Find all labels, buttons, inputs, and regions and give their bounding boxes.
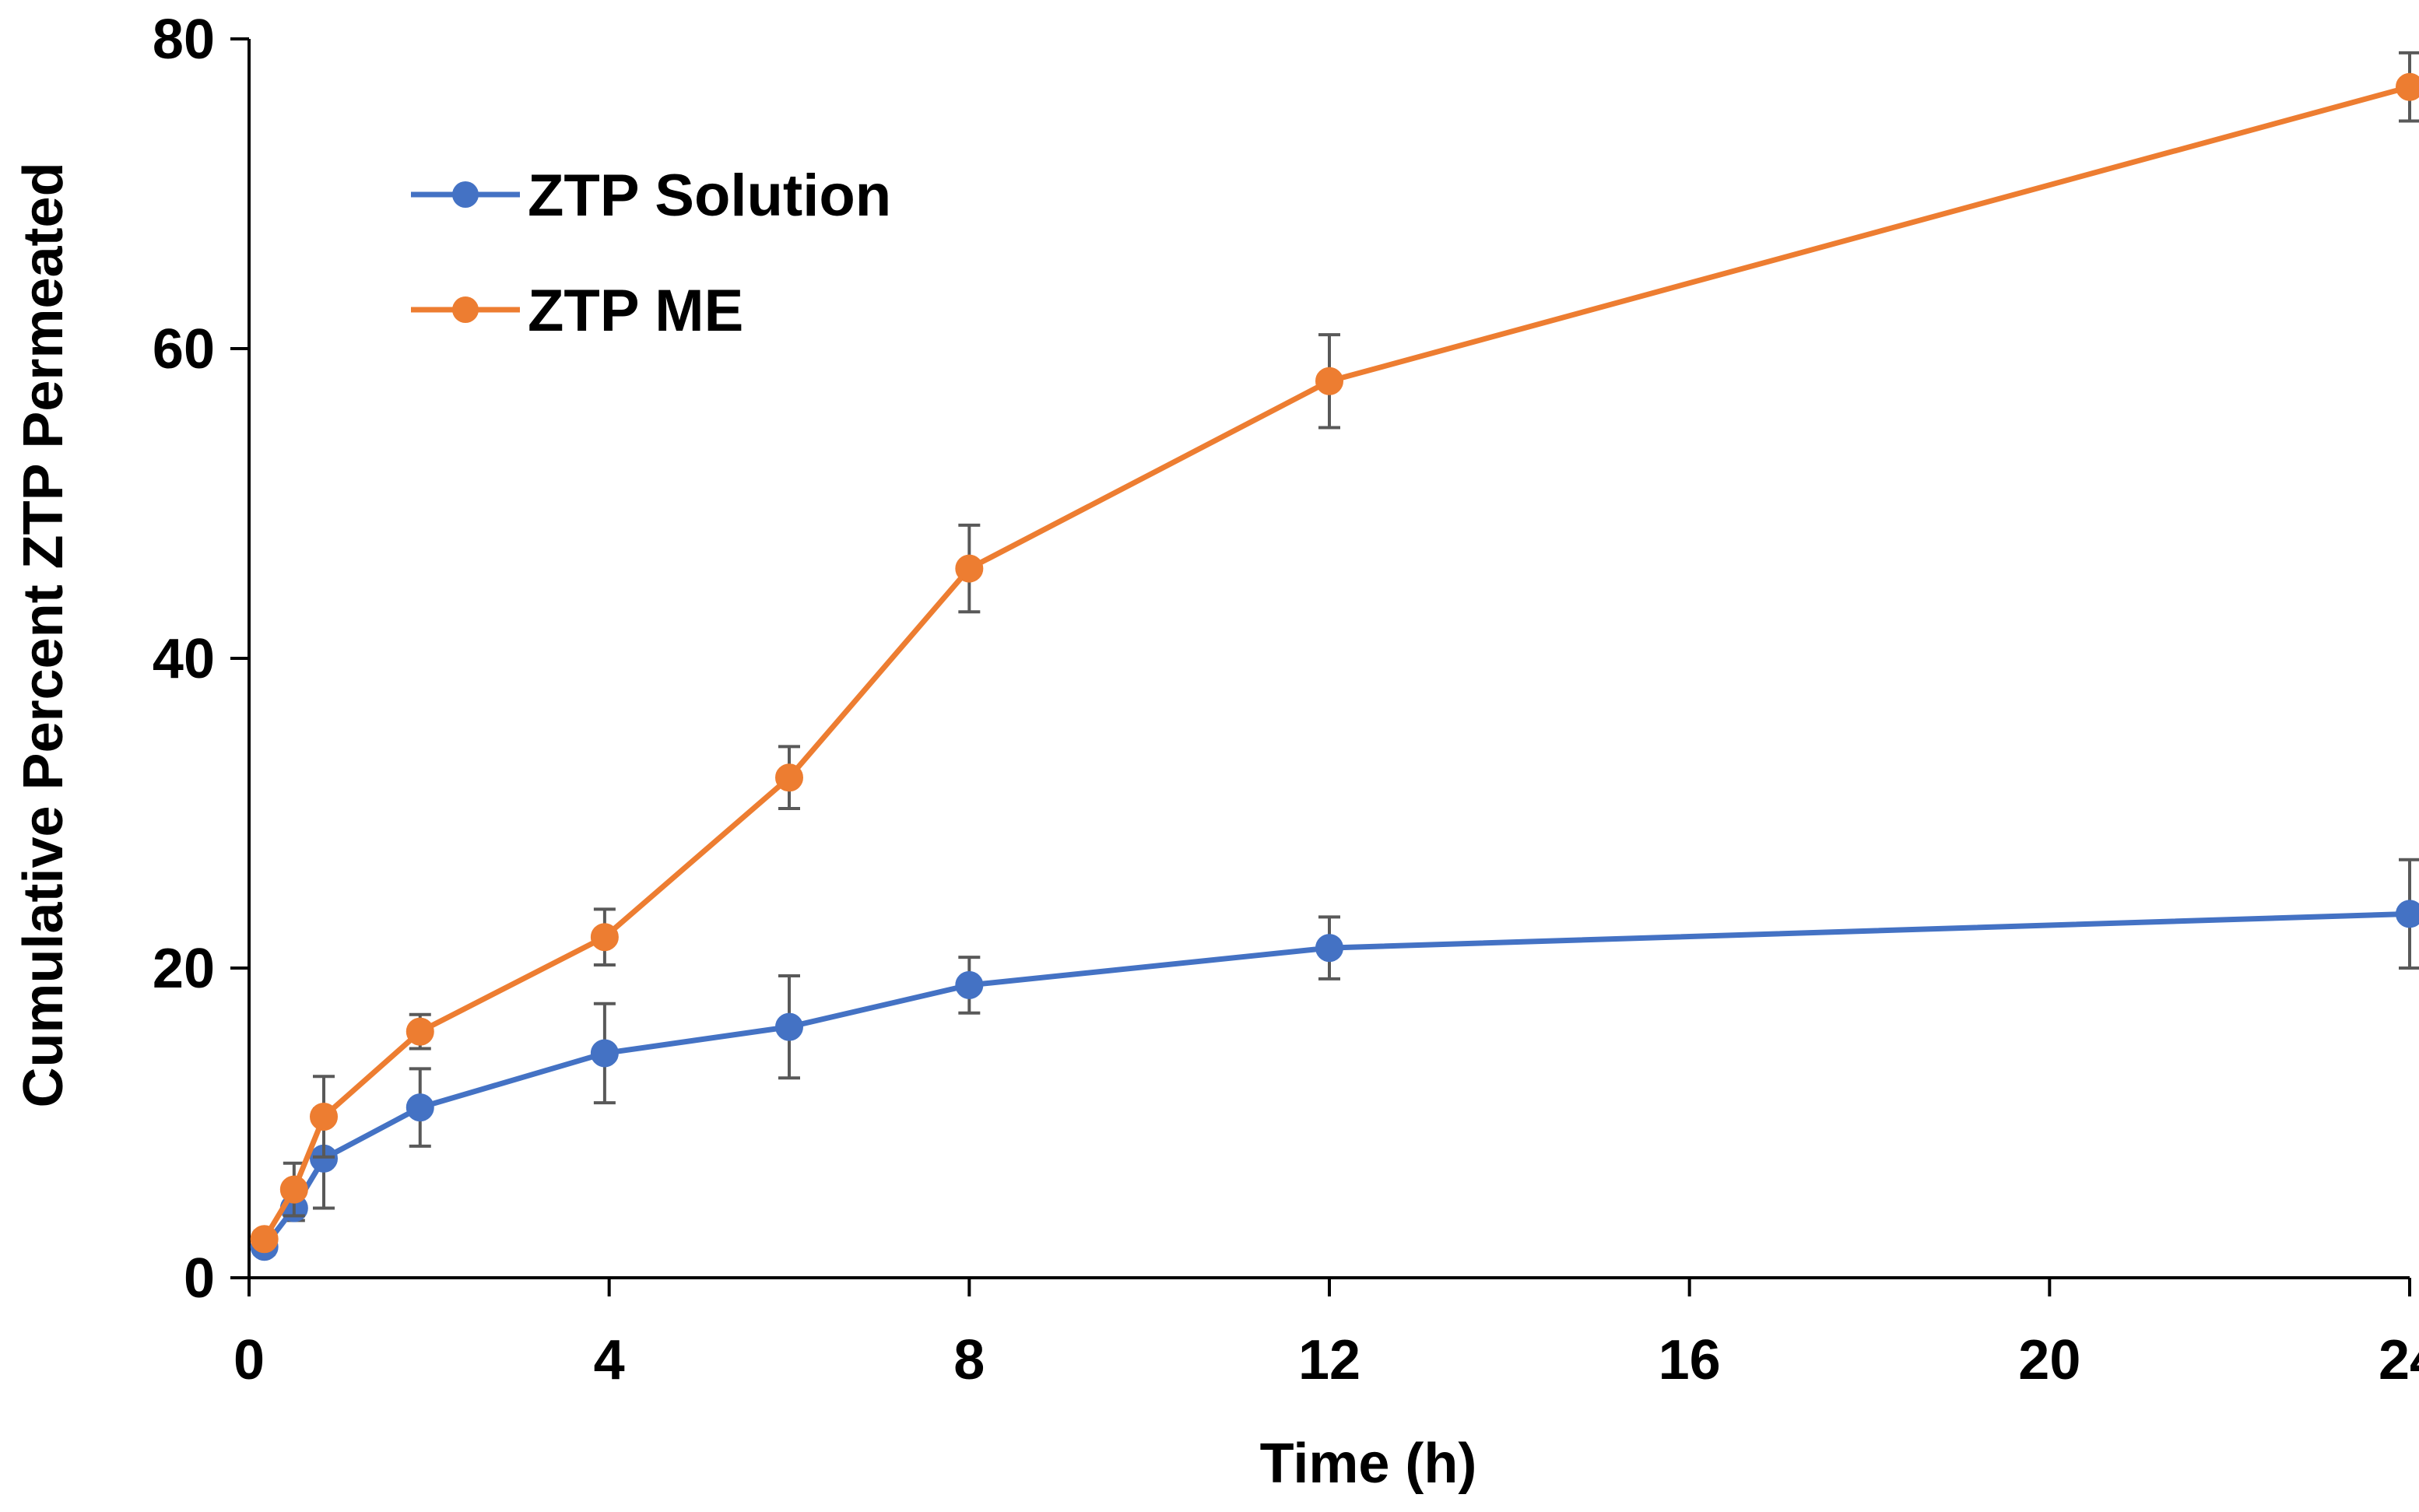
x-tick-label: 12 — [1298, 1329, 1360, 1391]
legend-label: ZTP Solution — [528, 163, 891, 229]
data-point — [279, 1175, 308, 1204]
data-point — [955, 554, 984, 583]
data-series — [250, 51, 2419, 1261]
data-point — [955, 970, 984, 999]
data-point — [590, 923, 619, 952]
legend: ZTP Solution ZTP ME — [411, 163, 891, 344]
data-point — [590, 1039, 619, 1068]
data-point — [250, 1225, 279, 1254]
y-tick-label: 20 — [153, 938, 215, 1000]
x-tick-label: 0 — [233, 1329, 265, 1391]
data-point — [1315, 934, 1343, 963]
x-tick-label: 24 — [2379, 1329, 2419, 1391]
x-axis-title: Time (h) — [1260, 1433, 1477, 1495]
data-point — [2396, 72, 2419, 101]
legend-item-ztp-me: ZTP ME — [411, 278, 743, 344]
y-tick-label: 60 — [153, 318, 215, 381]
x-tick-label: 4 — [594, 1329, 625, 1391]
y-tick-label: 80 — [153, 9, 215, 71]
y-tick-label: 0 — [184, 1247, 215, 1310]
data-point — [310, 1103, 339, 1131]
y-tick-label: 40 — [153, 628, 215, 690]
data-point — [406, 1017, 434, 1046]
data-point — [1315, 367, 1343, 395]
data-point — [406, 1093, 434, 1122]
data-point — [775, 763, 803, 792]
x-tick-label: 8 — [953, 1329, 985, 1391]
data-point — [775, 1012, 803, 1041]
axis-ticks: 0 20 40 60 80 0 4 8 12 16 20 24 — [153, 9, 2419, 1391]
series-ztp-me — [250, 51, 2419, 1254]
legend-label: ZTP ME — [528, 278, 743, 344]
y-axis-title: Cumulative Percent ZTP Permeated — [12, 162, 75, 1107]
x-tick-label: 20 — [2018, 1329, 2080, 1391]
legend-swatch-marker — [452, 296, 479, 323]
x-tick-label: 16 — [1659, 1329, 1721, 1391]
legend-swatch-marker — [452, 181, 479, 208]
series-line-ztp-me — [262, 84, 2410, 1241]
series-line-ztp-solution — [262, 910, 2410, 1249]
legend-item-ztp-solution: ZTP Solution — [411, 163, 891, 229]
series-ztp-solution — [250, 858, 2419, 1261]
data-point — [2396, 900, 2419, 928]
